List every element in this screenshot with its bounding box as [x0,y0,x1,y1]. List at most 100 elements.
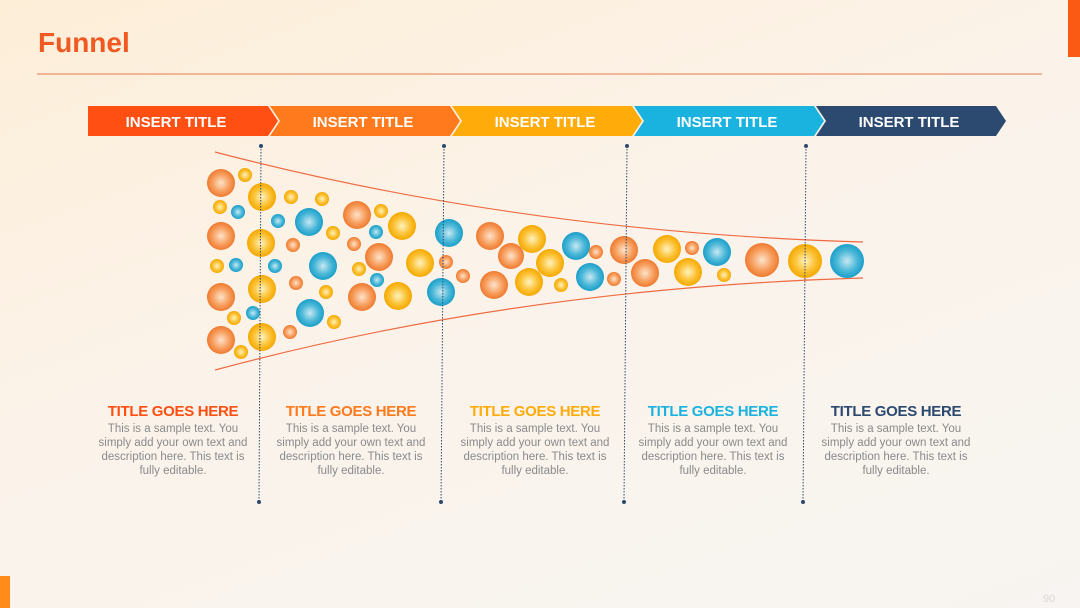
bubble [518,225,546,253]
column-title: TITLE GOES HERE [469,403,601,420]
column: TITLE GOES HERE This is a sample text. Yo… [91,403,255,478]
step-label: INSERT TITLE [859,114,960,131]
bubble [231,205,245,219]
funnel-edge [214,151,864,243]
bubble [515,268,543,296]
bubble [554,278,568,292]
column-title: TITLE GOES HERE [830,403,962,420]
bubble [348,283,376,311]
bubble [610,236,638,264]
guide-dot [625,144,629,148]
bubble [589,245,603,259]
bubble [247,229,275,257]
bubble [685,241,699,255]
column-text: This is a sample text. You simply add yo… [821,423,971,477]
bubble [830,244,864,278]
guide-line [802,145,807,503]
bubble [439,255,453,269]
step-label: INSERT TITLE [677,114,778,131]
bubble [248,183,276,211]
column-text: This is a sample text. You simply add yo… [98,423,248,477]
bubble [248,323,276,351]
bubble [370,273,384,287]
step-label: INSERT TITLE [495,114,596,131]
bubble [347,237,361,251]
bubble [343,201,371,229]
bubble [268,259,282,273]
step-arrow [634,106,824,136]
bubble [717,268,731,282]
step-arrow [452,106,642,136]
bubble [631,259,659,287]
accent-bar [1068,0,1080,57]
bubble [562,232,590,260]
step-label: INSERT TITLE [126,114,227,131]
accent-bar [0,576,10,608]
bubble [207,169,235,197]
bubble [207,283,235,311]
bubble [745,243,779,277]
bubble [315,192,329,206]
bubble [319,285,333,299]
bubble [246,306,260,320]
bubble [365,243,393,271]
bubble [234,345,248,359]
bubble [369,225,383,239]
column-text: This is a sample text. You simply add yo… [638,423,788,477]
bubble [210,259,224,273]
guide-dot [622,500,626,504]
bubble [283,325,297,339]
bubble [289,276,303,290]
bubble [607,272,621,286]
column: TITLE GOES HERE This is a sample text. Yo… [631,403,795,478]
bubble [213,200,227,214]
bubble [352,262,366,276]
bubble [576,263,604,291]
bubble [674,258,702,286]
column-title: TITLE GOES HERE [107,403,239,420]
guide-dot [801,500,805,504]
bubble [326,226,340,240]
bubble [480,271,508,299]
guide-dot [804,144,808,148]
column: TITLE GOES HERE This is a sample text. Yo… [814,403,978,478]
bubble [227,311,241,325]
guide-dot [442,144,446,148]
bubble [427,278,455,306]
bubble [374,204,388,218]
bubble [271,214,285,228]
guide-line [258,145,262,503]
column-text: This is a sample text. You simply add yo… [460,423,610,477]
bubble [207,222,235,250]
bubble [327,315,341,329]
column-title: TITLE GOES HERE [285,403,417,420]
bubble [295,208,323,236]
guides [257,144,808,504]
bubble [456,269,470,283]
bubble [229,258,243,272]
bubble [284,190,298,204]
bubble [653,235,681,263]
bubble [296,299,324,327]
slide-title: Funnel [38,27,130,58]
bubble [406,249,434,277]
bubble [309,252,337,280]
bubble [435,219,463,247]
column-title: TITLE GOES HERE [647,403,779,420]
page-number: 90 [1043,593,1055,605]
guide-dot [259,144,263,148]
bubble [238,168,252,182]
bubble [248,275,276,303]
column: TITLE GOES HERE This is a sample text. Yo… [269,403,433,478]
guide-dot [257,500,261,504]
guide-dot [439,500,443,504]
step-arrow [88,106,278,136]
step-label: INSERT TITLE [313,114,414,131]
bubble [384,282,412,310]
bubble [703,238,731,266]
bubble [498,243,524,269]
step-arrow [270,106,460,136]
bubbles [207,168,864,359]
